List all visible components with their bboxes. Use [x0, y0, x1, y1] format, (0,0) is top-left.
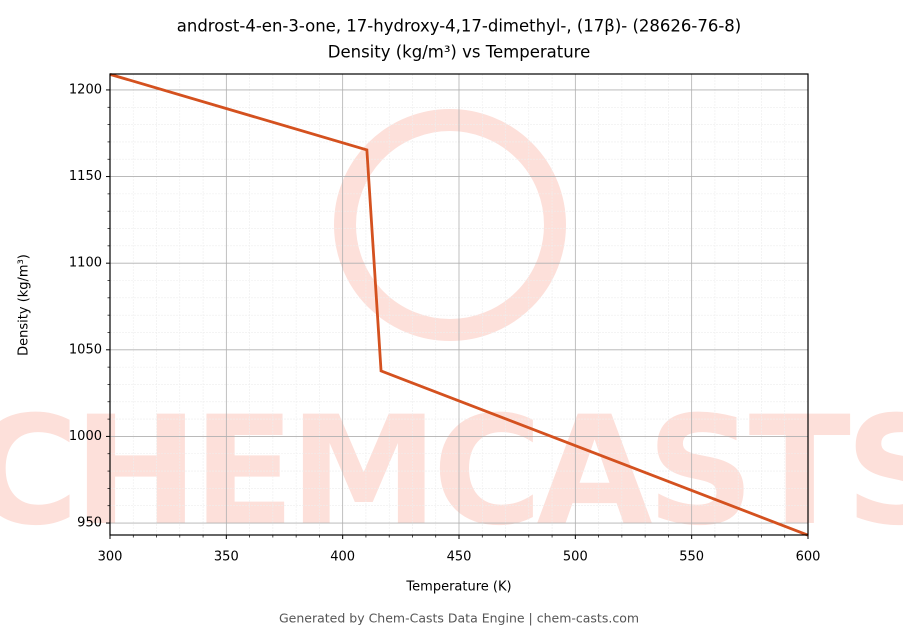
y-tick-label: 1050 [69, 342, 102, 357]
x-tick-label: 400 [330, 550, 355, 565]
y-tick-label: 950 [77, 516, 102, 531]
y-axis-label: Density (kg/m³) [17, 254, 32, 356]
x-tick-label: 450 [447, 550, 472, 565]
x-tick-label: 500 [563, 550, 588, 565]
y-tick-label: 1200 [69, 82, 102, 97]
chart-subtitle: Density (kg/m³) vs Temperature [328, 43, 591, 62]
plot-frame [109, 73, 809, 536]
data-line [109, 73, 809, 537]
x-tick-label: 600 [796, 550, 821, 565]
footer: Generated by Chem-Casts Data Engine | ch… [279, 611, 639, 626]
y-tick-label: 1100 [69, 256, 102, 271]
x-tick-label: 300 [98, 550, 123, 565]
x-axis-label: Temperature (K) [405, 580, 511, 595]
y-tick-label: 1150 [69, 169, 102, 184]
x-tick-label: 350 [214, 550, 239, 565]
y-tick-label: 1000 [69, 429, 102, 444]
watermark: CHEMCASTS [0, 385, 903, 559]
x-tick-label: 550 [679, 550, 704, 565]
watermark-logo [334, 109, 566, 341]
chart-title: androst-4-en-3-one, 17-hydroxy-4,17-dime… [177, 17, 741, 36]
